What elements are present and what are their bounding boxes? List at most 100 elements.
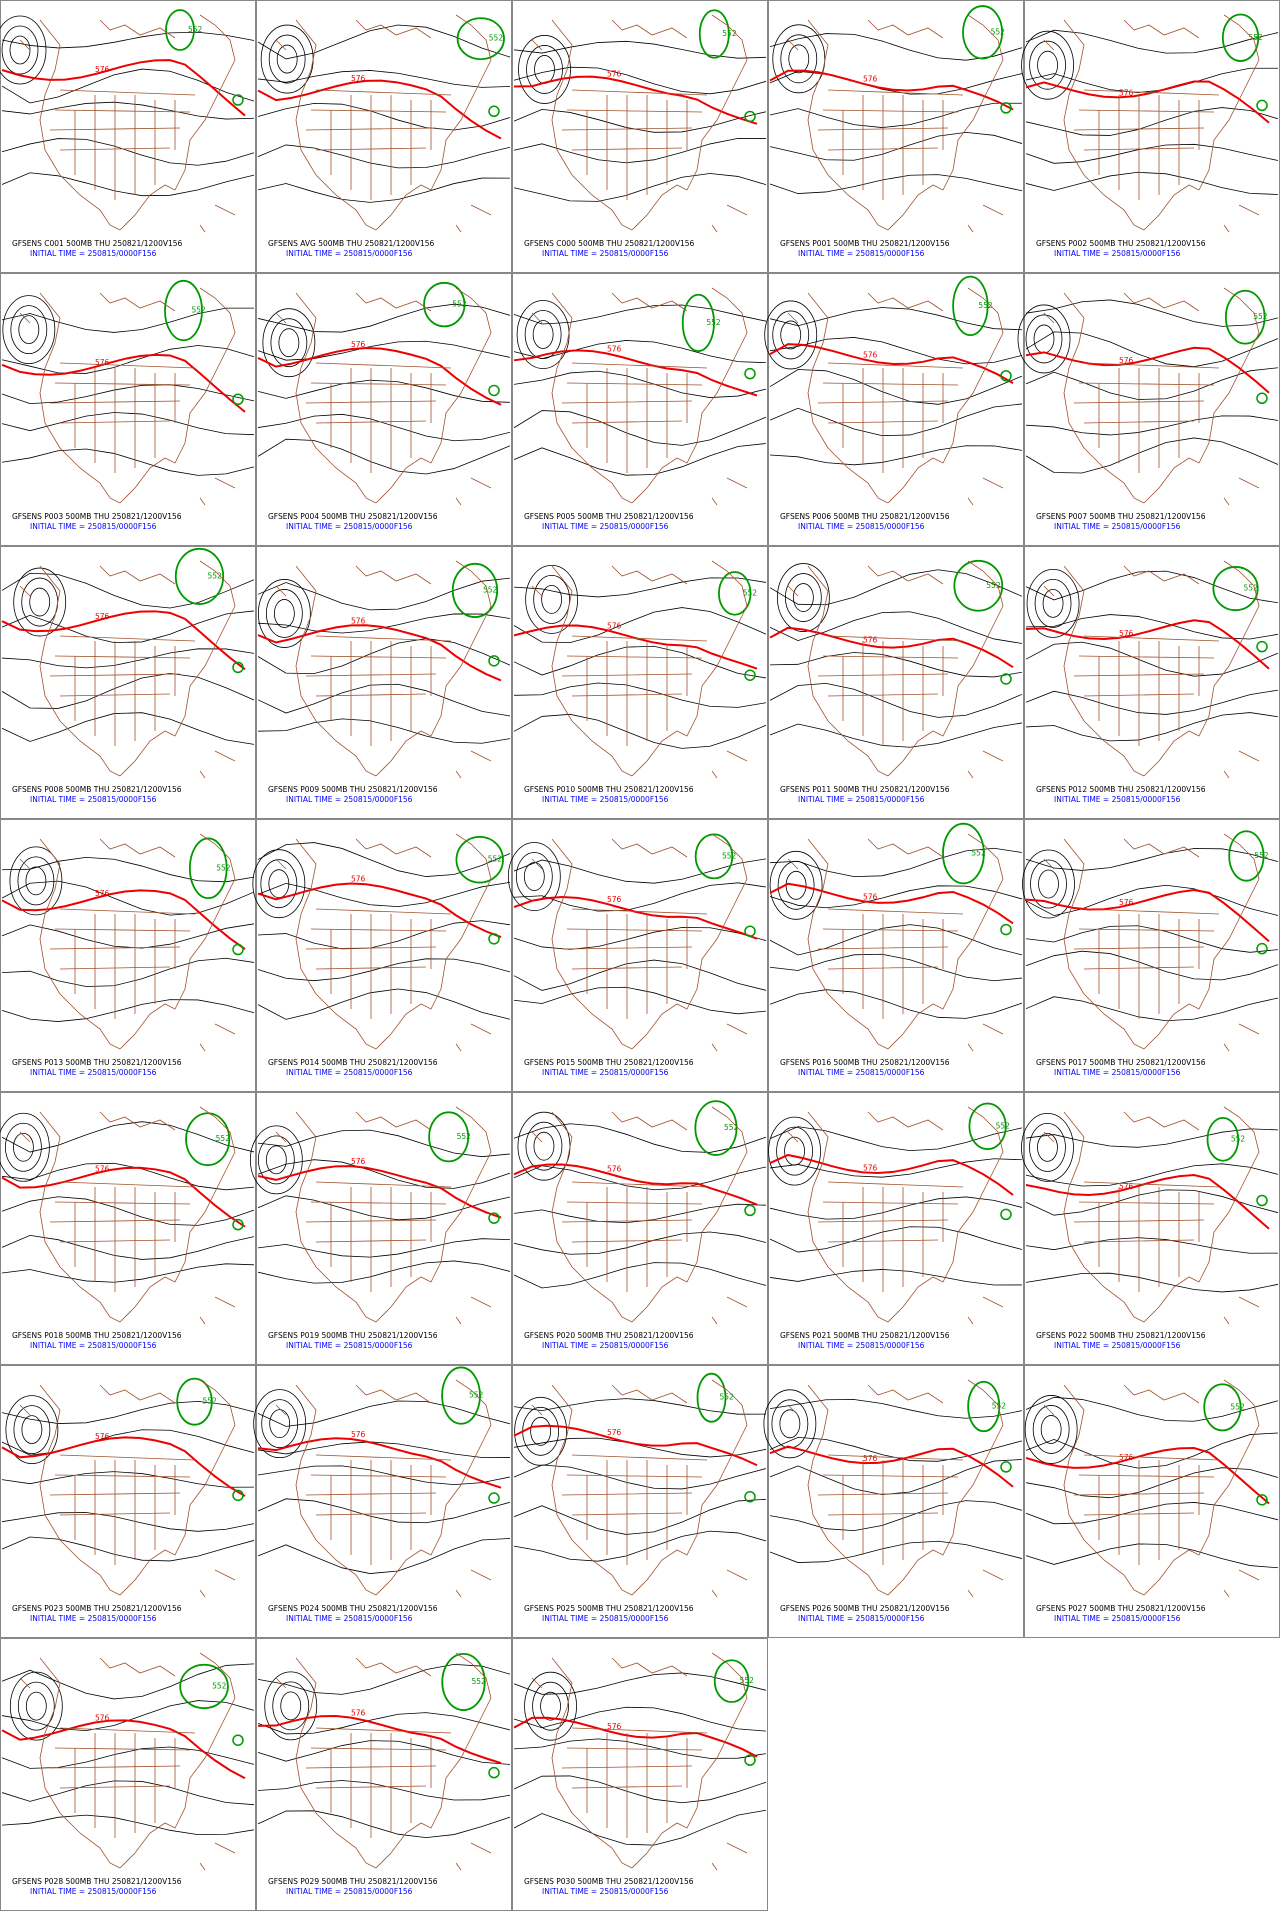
contour-552 (967, 1380, 1001, 1433)
panel: 576 552 GFSENS P013 500MB THU 250821/1200V… (0, 819, 256, 1092)
contour-576 (1, 610, 246, 671)
height-contour (257, 881, 511, 908)
height-contour (1, 572, 255, 609)
height-contour (1025, 1163, 1279, 1187)
contour-576 (1, 353, 246, 413)
height-contour (1, 25, 39, 75)
panel-title: GFSENS P027 500MB THU 250821/1200V156 (1036, 1604, 1206, 1613)
panel: 576 552 GFSENS P007 500MB THU 250821/1200V… (1017, 273, 1280, 546)
height-contour (257, 1810, 511, 1839)
height-contour (21, 1415, 43, 1445)
height-contour (763, 1389, 817, 1459)
low-center (1256, 99, 1268, 112)
panel-border (1024, 819, 1280, 1092)
height-contour (513, 1775, 767, 1804)
contour-576 (257, 1437, 502, 1489)
panel-title: GFSENS AVG 500MB THU 250821/1200V156 (268, 239, 435, 248)
height-contour (1, 1536, 255, 1562)
panel: 576 552 GFSENS P003 500MB THU 250821/1200V… (0, 273, 256, 546)
contour-label: 552 (216, 863, 231, 872)
height-contour (769, 1269, 1023, 1286)
height-contour (1025, 1467, 1279, 1499)
panel: 576 552 GFSENS P018 500MB THU 250821/1200V… (0, 1092, 256, 1365)
contour-552 (1221, 13, 1260, 62)
contour-576 (513, 1163, 758, 1206)
panel: 576 552 GFSENS P012 500MB THU 250821/1200V… (1024, 546, 1280, 819)
low-center (744, 1204, 756, 1217)
contour-label: 552 (457, 1132, 472, 1141)
height-contour (0, 15, 47, 85)
contour-label: 576 (607, 895, 622, 904)
panel-title: GFSENS P006 500MB THU 250821/1200V156 (780, 512, 950, 521)
contour-576 (769, 1445, 1014, 1488)
initial-time: INITIAL TIME = 250815/0000F156 (286, 1341, 413, 1350)
contour-label: 576 (95, 1432, 110, 1441)
initial-time: INITIAL TIME = 250815/0000F156 (1054, 1614, 1181, 1623)
height-contour (513, 370, 767, 398)
contour-576 (1025, 80, 1270, 124)
panel-title: GFSENS P018 500MB THU 250821/1200V156 (12, 1331, 182, 1340)
panel: 576 552 GFSENS P029 500MB THU 250821/1200V… (256, 1638, 512, 1911)
height-contour (1025, 1396, 1279, 1422)
height-contour (1, 31, 255, 49)
panel-title: GFSENS P017 500MB THU 250821/1200V156 (1036, 1058, 1206, 1067)
panel: 576 552 GFSENS P020 500MB THU 250821/1200V… (512, 1092, 768, 1365)
height-contour (13, 567, 67, 637)
height-contour (507, 842, 561, 911)
contour-label: 552 (203, 1397, 218, 1406)
contour-576 (769, 69, 1014, 111)
contour-label: 552 (1253, 312, 1268, 321)
panel: 576 552 GFSENS P030 500MB THU 250821/1200V… (512, 1638, 768, 1911)
panel: 576 552 GFSENS P019 500MB THU 250821/1200V… (249, 1092, 512, 1365)
panel: 576 552 GFSENS AVG 500MB THU 250821/1200V1… (256, 0, 512, 273)
contour-label: 552 (740, 1676, 755, 1685)
height-contour (1, 345, 255, 374)
height-contour (1025, 415, 1279, 436)
initial-time: INITIAL TIME = 250815/0000F156 (798, 795, 925, 804)
low-center (1256, 942, 1268, 955)
height-contour (1042, 588, 1064, 618)
height-contour (257, 988, 511, 1020)
height-contour (769, 953, 1023, 982)
height-contour (4, 1122, 42, 1172)
contour-552 (179, 1663, 229, 1710)
height-contour (1, 880, 255, 916)
height-contour (272, 1681, 310, 1731)
contour-label: 576 (95, 1714, 110, 1723)
height-contour (779, 1409, 801, 1439)
height-contour (784, 573, 822, 622)
contour-label: 552 (191, 306, 206, 315)
height-contour (513, 1530, 767, 1562)
height-contour (769, 1459, 1023, 1495)
height-contour (257, 958, 511, 982)
panel-border (512, 1638, 768, 1911)
initial-time: INITIAL TIME = 250815/0000F156 (286, 522, 413, 531)
panel-title: GFSENS P028 500MB THU 250821/1200V156 (12, 1877, 182, 1886)
height-contour (269, 1409, 291, 1439)
panel: 576 552 GFSENS P014 500MB THU 250821/1200V… (252, 819, 512, 1092)
contour-576 (513, 349, 758, 397)
panel-title: GFSENS C001 500MB THU 250821/1200V156 (12, 239, 183, 248)
height-contour (1, 1663, 255, 1700)
height-contour (17, 1681, 55, 1731)
height-contour (769, 70, 1023, 95)
height-contour (29, 587, 51, 617)
contour-label: 552 (722, 851, 737, 860)
height-contour (525, 564, 579, 634)
low-center (232, 1734, 244, 1746)
height-contour (1, 999, 255, 1022)
contour-label: 552 (706, 318, 721, 327)
height-contour (769, 1399, 1023, 1419)
panel: 576 552 GFSENS P011 500MB THU 250821/1200V… (768, 546, 1024, 819)
contour-label: 552 (1230, 1402, 1245, 1411)
contour-552 (428, 1111, 470, 1163)
contour-552 (1206, 1116, 1240, 1162)
panel-title: GFSENS P020 500MB THU 250821/1200V156 (524, 1331, 694, 1340)
initial-time: INITIAL TIME = 250815/0000F156 (30, 1614, 157, 1623)
panel-border (0, 273, 256, 546)
contour-label: 552 (719, 1393, 734, 1402)
height-contour (524, 310, 562, 359)
height-contour (769, 1500, 1023, 1532)
low-center (1000, 1208, 1012, 1221)
panel: 576 552 GFSENS P026 500MB THU 250821/1200V… (763, 1365, 1024, 1638)
